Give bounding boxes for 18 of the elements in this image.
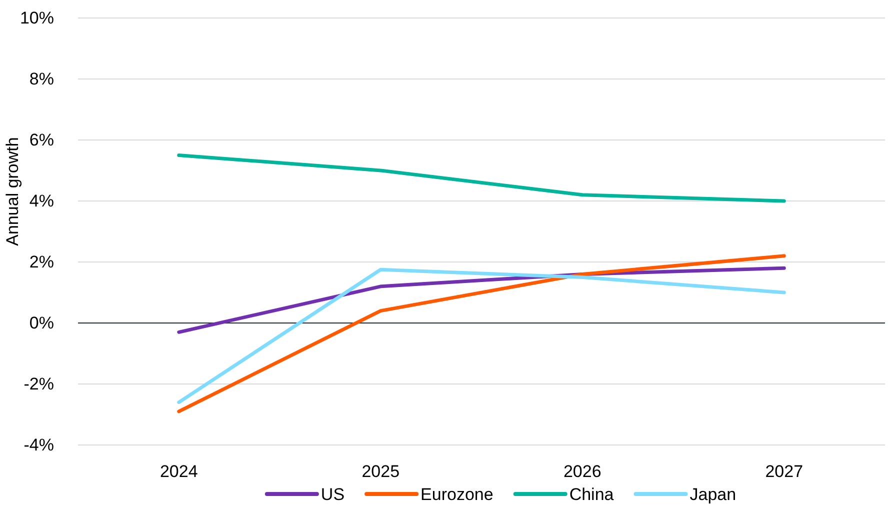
- x-tick-label: 2026: [563, 462, 602, 481]
- y-tick-label: -4%: [24, 435, 54, 454]
- legend-label: Eurozone: [420, 485, 494, 504]
- legend-label: China: [569, 485, 614, 504]
- y-tick-label: -2%: [24, 374, 54, 394]
- y-tick-label: 2%: [29, 252, 54, 272]
- y-tick-label: 6%: [29, 130, 54, 150]
- y-axis-title: Annual growth: [3, 137, 22, 246]
- y-tick-label: 4%: [29, 191, 54, 210]
- y-tick-label: 10%: [20, 8, 54, 28]
- legend-label: US: [320, 485, 345, 504]
- line-series: [177, 154, 786, 203]
- x-tick-label: 2024: [160, 462, 198, 481]
- x-tick-label: 2027: [765, 462, 804, 481]
- legend-label: Japan: [690, 485, 736, 504]
- x-tick-label: 2025: [362, 462, 400, 481]
- y-tick-label: 8%: [29, 69, 54, 88]
- y-tick-label: 0%: [29, 313, 54, 332]
